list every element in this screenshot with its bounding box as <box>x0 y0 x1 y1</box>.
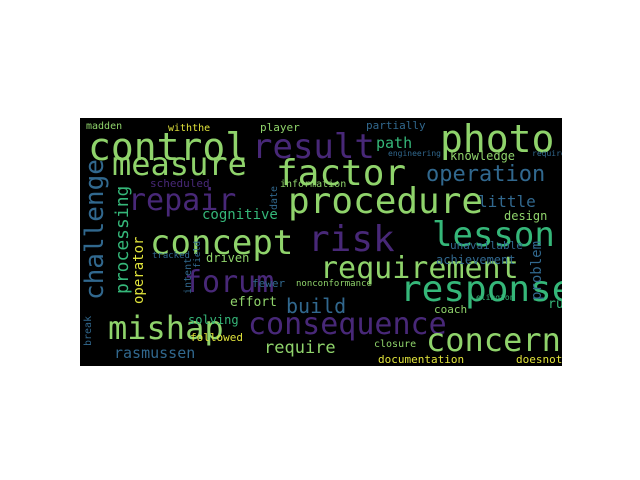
word-information: information <box>280 179 347 190</box>
word-cloud: control result photo measure factor repa… <box>80 118 562 366</box>
word-engineering: engineering <box>388 149 441 158</box>
word-problem: problem <box>529 240 545 300</box>
word-date: date <box>269 185 280 210</box>
word-madden: madden <box>86 121 123 132</box>
word-followed: followed <box>190 331 243 344</box>
word-rasmussen: rasmussen <box>114 344 196 362</box>
word-fewer: fewer <box>252 277 286 290</box>
word-tracked: tracked <box>152 251 190 261</box>
word-photo: photo <box>440 118 555 161</box>
word-closure: closure <box>374 339 417 350</box>
word-withthe: withthe <box>168 123 211 134</box>
word-challenge: challenge <box>80 159 110 300</box>
word-elington: elington <box>476 293 515 302</box>
word-documentation: documentation <box>378 353 465 366</box>
word-knowledge: knowledge <box>450 149 516 163</box>
word-scheduled: scheduled <box>150 177 210 190</box>
word-factor: factor <box>276 153 407 194</box>
word-effort: effort <box>230 295 277 310</box>
word-field: field <box>193 240 203 268</box>
word-lesson: lesson <box>432 215 555 255</box>
word-processing: processing <box>112 185 133 294</box>
word-response: response <box>400 269 562 310</box>
word-operator: operator <box>131 236 147 304</box>
word-doesnot: doesnot <box>516 353 562 366</box>
word-nonconformance: nonconformance <box>296 279 372 289</box>
word-control: control <box>88 125 249 169</box>
word-partially: partially <box>366 119 426 132</box>
word-requirement: requirement <box>320 251 519 286</box>
word-require: require <box>264 338 336 358</box>
word-risk: risk <box>308 219 395 260</box>
word-measure: measure <box>112 145 247 183</box>
word-solving: solving <box>188 313 239 327</box>
word-concept: concept <box>150 223 294 263</box>
word-path: path <box>376 134 413 152</box>
word-forum: forum <box>184 265 275 300</box>
word-player: player <box>260 121 300 134</box>
word-coach: coach <box>434 303 468 316</box>
word-consequence: consequence <box>248 307 447 342</box>
word-rule: rule <box>548 297 562 312</box>
word-operation: operation <box>426 162 546 187</box>
word-design: design <box>504 209 548 223</box>
word-driven: driven <box>206 251 250 265</box>
word-concern: concern <box>426 321 561 359</box>
word-unavailable: unavailable <box>450 239 523 252</box>
word-procedure: procedure <box>288 181 484 222</box>
word-break: break <box>83 315 94 346</box>
word-little: little <box>478 192 536 211</box>
word-achievement: achievement <box>436 253 516 267</box>
word-repair: repair <box>128 183 237 218</box>
word-build: build <box>286 294 347 318</box>
word-cognitive: cognitive <box>202 207 278 223</box>
word-mishap: mishap <box>108 309 224 347</box>
word-result: result <box>252 127 375 167</box>
